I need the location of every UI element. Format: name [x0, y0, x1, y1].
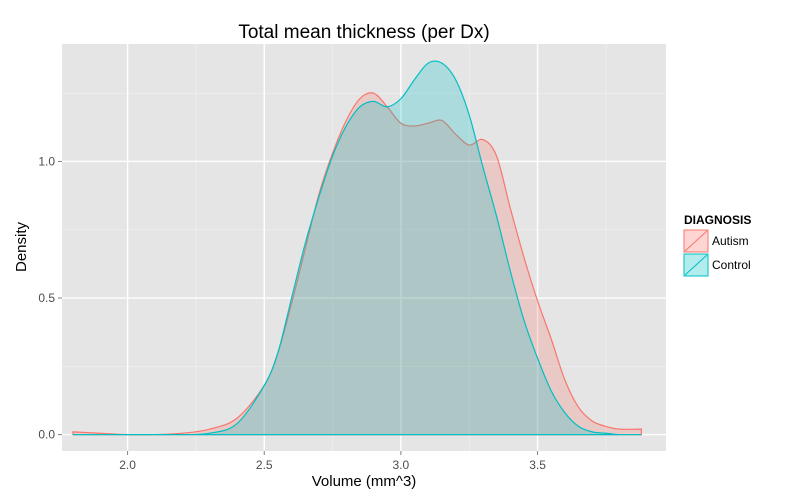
- x-tick-label: 3.0: [393, 458, 410, 472]
- legend-item-autism: Autism: [683, 229, 749, 253]
- series-layer: [72, 60, 643, 436]
- y-tick-label: 1.0: [38, 154, 55, 168]
- legend-title: DIAGNOSIS: [684, 213, 751, 227]
- density-area-control: [72, 60, 642, 436]
- x-tick-label: 2.0: [119, 458, 136, 472]
- plot-panel: [62, 44, 666, 451]
- legend-label-autism: Autism: [712, 234, 749, 248]
- density-area-autism: [72, 92, 643, 436]
- x-axis: 2.0 2.5 3.0 3.5: [119, 451, 546, 472]
- legend-key-line-autism: [684, 230, 708, 252]
- legend-key-line-control: [684, 254, 708, 276]
- y-tick-label: 0.0: [38, 428, 55, 442]
- chart-title: Total mean thickness (per Dx): [238, 22, 489, 43]
- legend: DIAGNOSIS Autism Control: [683, 213, 751, 277]
- x-tick-label: 3.5: [529, 458, 546, 472]
- legend-items: Autism Control: [683, 229, 751, 277]
- legend-item-control: Control: [683, 253, 751, 277]
- x-tick-label: 2.5: [256, 458, 273, 472]
- x-axis-title: Volume (mm^3): [312, 473, 417, 490]
- y-axis: 0.0 0.5 1.0: [38, 154, 62, 442]
- y-axis-title: Density: [13, 221, 30, 272]
- legend-label-control: Control: [712, 258, 751, 272]
- y-tick-label: 0.5: [38, 291, 55, 305]
